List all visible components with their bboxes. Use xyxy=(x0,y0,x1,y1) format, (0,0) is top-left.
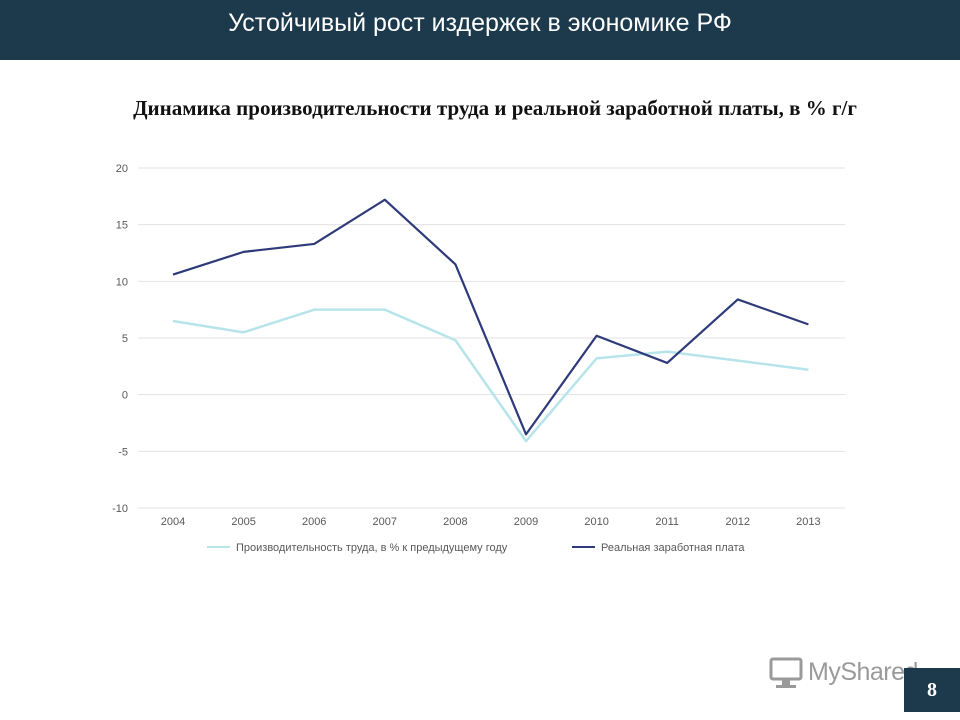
title-bar: Устойчивый рост издержек в экономике РФ xyxy=(0,0,960,60)
monitor-icon xyxy=(769,657,803,688)
legend-label-real-wage: Реальная заработная плата xyxy=(601,542,745,554)
y-tick-label: 5 xyxy=(122,333,128,345)
y-tick-label: 15 xyxy=(116,220,128,232)
y-tick-label: -10 xyxy=(112,503,128,515)
x-tick-label: 2008 xyxy=(443,516,467,528)
watermark-logo: MyShared xyxy=(768,656,928,692)
x-tick-label: 2005 xyxy=(231,516,255,528)
legend: Производительность труда, в % к предыдущ… xyxy=(207,542,745,554)
chart-title: Динамика производительности труда и реал… xyxy=(133,96,857,120)
slide-title: Устойчивый рост издержек в экономике РФ xyxy=(228,9,732,37)
page-number-box: 8 xyxy=(904,668,960,712)
x-tick-label: 2009 xyxy=(514,516,538,528)
y-tick-label: 0 xyxy=(122,390,128,402)
x-tick-label: 2013 xyxy=(796,516,820,528)
page-number: 8 xyxy=(927,679,937,701)
x-axis-ticks: 2004 2005 2006 2007 2008 2009 2010 2011 2012 2013 xyxy=(161,516,821,528)
x-tick-label: 2011 xyxy=(655,516,679,528)
x-tick-label: 2006 xyxy=(302,516,326,528)
legend-label-productivity: Производительность труда, в % к предыдущ… xyxy=(236,542,508,554)
x-tick-label: 2010 xyxy=(584,516,608,528)
grid-lines xyxy=(138,167,845,509)
y-tick-label: 20 xyxy=(116,163,128,175)
watermark-text: MyShared xyxy=(808,658,918,686)
series-line-productivity xyxy=(172,308,809,443)
y-axis-ticks: 20 15 10 5 0 -5 -10 xyxy=(112,163,128,515)
series-line-real-wage xyxy=(172,198,809,436)
x-tick-label: 2007 xyxy=(373,516,397,528)
series-lines xyxy=(172,198,809,443)
x-tick-label: 2004 xyxy=(161,516,185,528)
y-tick-label: -5 xyxy=(118,446,128,458)
x-tick-label: 2012 xyxy=(726,516,750,528)
y-tick-label: 10 xyxy=(116,276,128,288)
